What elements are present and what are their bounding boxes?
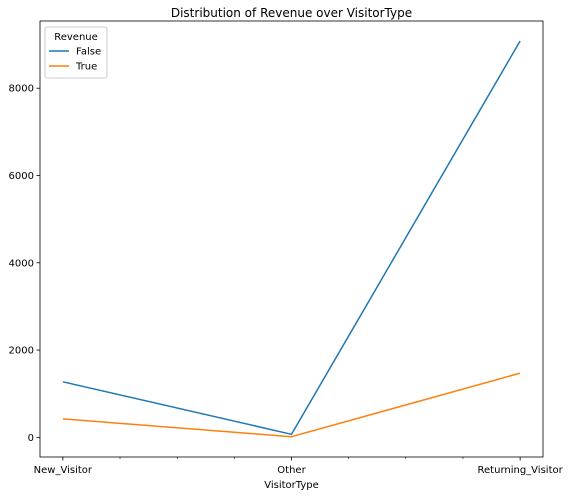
legend-entry-label: True xyxy=(75,62,97,73)
x-tick-label: Returning_Visitor xyxy=(478,465,564,476)
x-axis-label: VisitorType xyxy=(264,480,319,491)
plot-frame xyxy=(39,20,544,458)
x-tick-label: Other xyxy=(277,465,306,476)
y-tick-label: 8000 xyxy=(9,84,34,95)
y-tick-label: 4000 xyxy=(9,258,34,269)
legend-entry-label: False xyxy=(76,47,101,58)
legend: Revenue False True xyxy=(44,26,108,79)
y-tick-label: 6000 xyxy=(9,171,34,182)
series-line-false xyxy=(62,40,521,436)
y-tick-label: 2000 xyxy=(9,346,34,357)
y-tick-label: 0 xyxy=(28,433,34,444)
chart-title: Distribution of Revenue over VisitorType xyxy=(171,6,412,20)
series-line-true xyxy=(62,372,521,438)
x-tick-label: New_Visitor xyxy=(34,465,93,476)
legend-title: Revenue xyxy=(54,32,98,43)
